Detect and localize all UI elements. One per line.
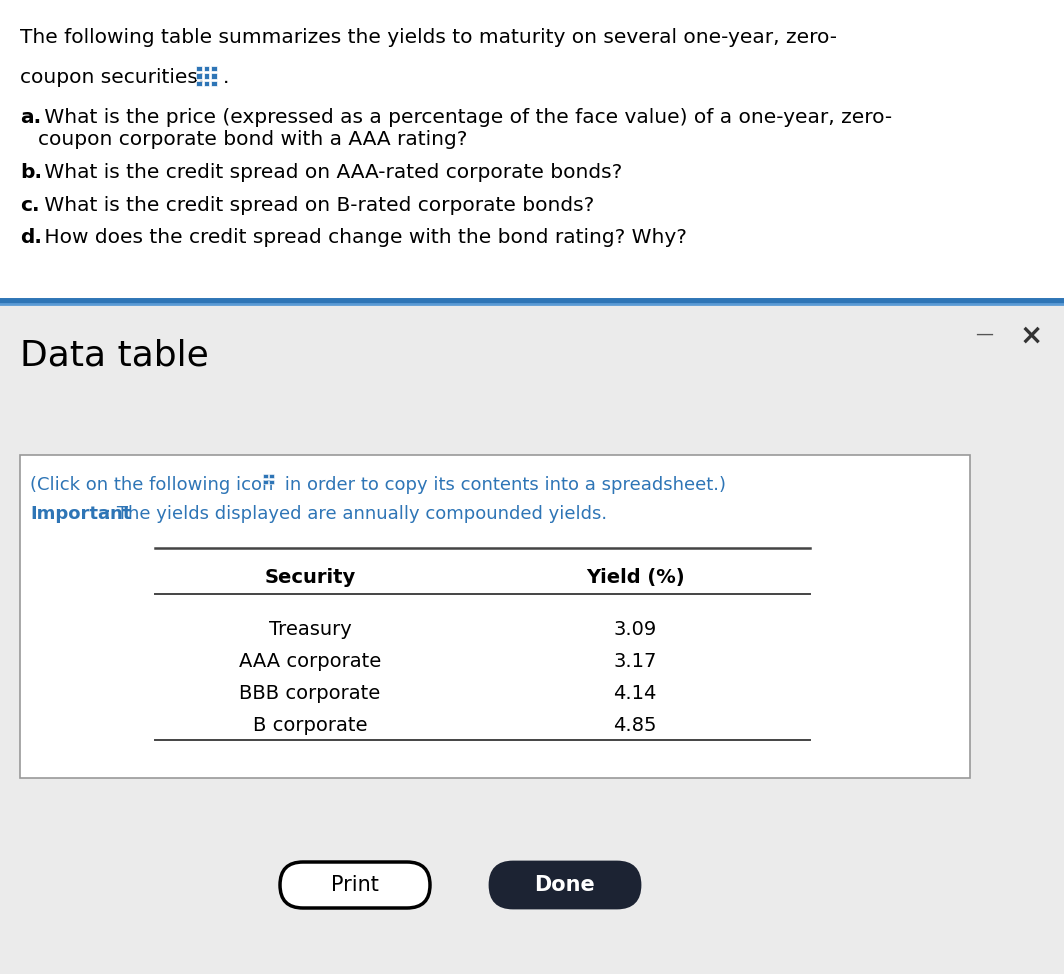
Bar <box>263 473 267 478</box>
Text: (Click on the following icon: (Click on the following icon <box>30 476 273 494</box>
Bar <box>0 0 1064 305</box>
Text: in order to copy its contents into a spreadsheet.): in order to copy its contents into a spr… <box>279 476 726 494</box>
Text: AAA corporate: AAA corporate <box>239 652 381 671</box>
Bar <box>211 73 216 79</box>
Text: Print: Print <box>331 875 379 895</box>
Bar <box>196 65 201 71</box>
Bar <box>20 455 970 778</box>
Bar <box>0 305 1064 974</box>
Bar <box>263 479 267 484</box>
Text: How does the credit spread change with the bond rating? Why?: How does the credit spread change with t… <box>38 228 687 247</box>
Text: b.: b. <box>20 163 41 182</box>
Text: coupon corporate bond with a AAA rating?: coupon corporate bond with a AAA rating? <box>38 130 467 149</box>
Text: B corporate: B corporate <box>253 716 367 735</box>
Text: 3.17: 3.17 <box>613 652 656 671</box>
Bar <box>203 73 209 79</box>
Text: Data table: Data table <box>20 338 209 372</box>
Text: What is the credit spread on B-rated corporate bonds?: What is the credit spread on B-rated cor… <box>38 196 595 215</box>
Text: c.: c. <box>20 196 39 215</box>
Bar <box>203 65 209 71</box>
Bar <box>269 473 273 478</box>
Text: .: . <box>222 68 229 87</box>
Text: Yield (%): Yield (%) <box>585 568 684 587</box>
Text: What is the credit spread on AAA-rated corporate bonds?: What is the credit spread on AAA-rated c… <box>38 163 622 182</box>
Bar <box>269 479 273 484</box>
Text: Security: Security <box>264 568 355 587</box>
Text: —: — <box>975 325 993 343</box>
Bar <box>211 65 216 71</box>
Bar <box>196 81 201 86</box>
Text: The following table summarizes the yields to maturity on several one-year, zero-: The following table summarizes the yield… <box>20 28 837 47</box>
Text: Done: Done <box>534 875 596 895</box>
Bar <box>203 81 209 86</box>
Text: d.: d. <box>20 228 41 247</box>
Text: What is the price (expressed as a percentage of the face value) of a one-year, z: What is the price (expressed as a percen… <box>38 108 892 127</box>
Text: ×: × <box>1020 322 1043 350</box>
FancyBboxPatch shape <box>491 862 641 908</box>
Text: BBB corporate: BBB corporate <box>239 684 381 703</box>
Text: Important: Important <box>30 505 131 523</box>
Bar <box>196 73 201 79</box>
Text: 4.85: 4.85 <box>613 716 656 735</box>
Text: a.: a. <box>20 108 41 127</box>
Bar <box>211 81 216 86</box>
Text: 4.14: 4.14 <box>613 684 656 703</box>
Text: coupon securities:: coupon securities: <box>20 68 217 87</box>
Text: : The yields displayed are annually compounded yields.: : The yields displayed are annually comp… <box>105 505 608 523</box>
FancyBboxPatch shape <box>280 862 430 908</box>
Text: Treasury: Treasury <box>268 620 351 639</box>
Text: 3.09: 3.09 <box>613 620 656 639</box>
